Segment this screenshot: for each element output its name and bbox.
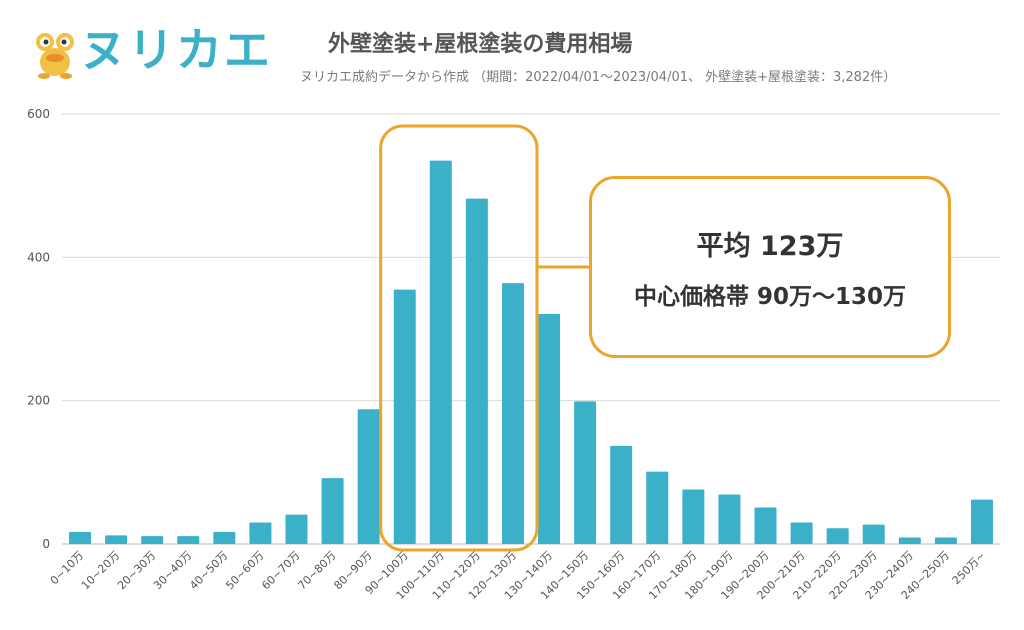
central-range-highlight — [379, 124, 539, 552]
bar — [105, 535, 128, 544]
x-tick-label: 10~20万 — [79, 549, 122, 592]
brand-logo: ヌリカエ — [30, 20, 280, 80]
x-tick-label: 20~30万 — [115, 549, 158, 592]
bar — [862, 524, 885, 544]
bar — [213, 531, 236, 544]
chart-title: 外壁塗装+屋根塗装の費用相場 — [328, 32, 633, 57]
y-tick-label: 200 — [27, 394, 50, 408]
bar — [718, 494, 741, 544]
central-price-range-label: 中心価格帯 90万～130万 — [633, 283, 907, 310]
x-tick-label: 60~70万 — [259, 549, 302, 592]
average-annotation-box: 平均 123万 中心価格帯 90万～130万 — [589, 176, 951, 358]
frog-mascot-icon — [36, 33, 74, 79]
bar — [429, 160, 452, 545]
bar — [538, 313, 561, 544]
bar — [249, 522, 272, 544]
bar — [610, 445, 633, 544]
bar — [177, 536, 200, 544]
bar — [465, 198, 488, 545]
bar — [682, 489, 705, 544]
bar — [898, 537, 921, 544]
x-tick-label: 40~50万 — [187, 549, 230, 592]
bar — [934, 537, 957, 544]
x-tick-label: 70~80万 — [295, 549, 338, 592]
y-tick-label: 600 — [27, 107, 50, 121]
y-tick-label: 0 — [42, 537, 50, 551]
bar — [574, 401, 597, 544]
bar — [826, 528, 849, 544]
average-price-label: 平均 123万 — [696, 230, 844, 262]
x-tick-label: 250万~ — [950, 549, 988, 587]
bar — [69, 531, 92, 544]
bar — [790, 522, 813, 544]
bar — [754, 507, 777, 544]
bar — [501, 283, 524, 544]
bar — [357, 409, 380, 544]
y-tick-label: 400 — [27, 250, 50, 264]
bar — [285, 514, 308, 544]
bar — [646, 471, 669, 544]
bar — [393, 289, 416, 544]
logo-text: ヌリカエ — [80, 23, 272, 77]
chart-subtitle: ヌリカエ成約データから作成 （期間：2022/04/01〜2023/04/01、… — [300, 70, 897, 85]
x-tick-label: 50~60万 — [223, 549, 266, 592]
bar — [321, 478, 344, 544]
x-tick-label: 30~40万 — [151, 549, 194, 592]
bar — [970, 499, 993, 544]
bar — [141, 536, 164, 544]
